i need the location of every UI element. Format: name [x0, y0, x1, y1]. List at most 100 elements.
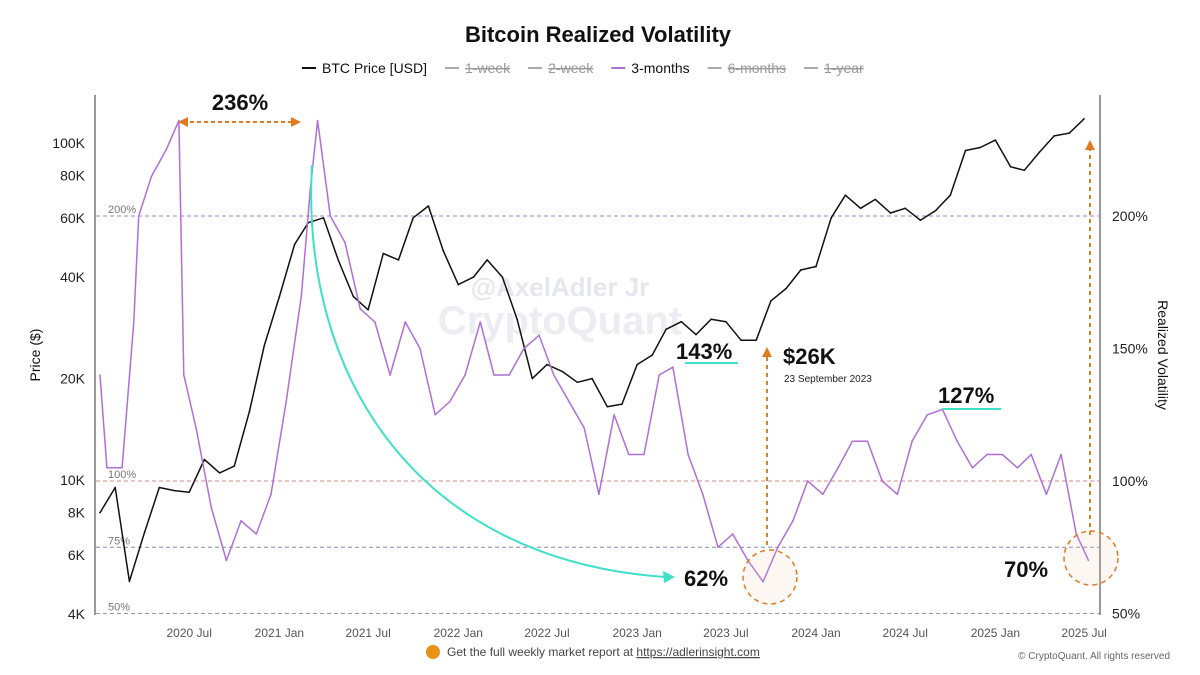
btc-price-point [531, 377, 534, 380]
volatility-3m-point [986, 453, 988, 456]
volatility-3m-point [137, 215, 140, 217]
btc-price-point [367, 308, 369, 311]
btc-price-point [889, 212, 892, 214]
btc-price-point [979, 146, 982, 149]
btc-price-point [815, 265, 817, 268]
btc-price-point [576, 381, 579, 384]
volatility-3m-point [449, 400, 451, 403]
btc-price-point [606, 405, 609, 408]
legend-label: 3-months [631, 60, 689, 76]
volatility-3m-point [195, 427, 197, 429]
volatility-3m-point [1060, 453, 1062, 456]
btc-price-point [740, 339, 742, 341]
watermark-handle: @AxelAdler Jr [471, 272, 650, 302]
volatility-3m-point [806, 480, 809, 482]
legend-item-1-year[interactable]: 1-year [804, 60, 864, 76]
volatility-3m-point [971, 466, 974, 469]
y-right-tick-label: 100% [1112, 473, 1148, 489]
volatility-3m-point [240, 519, 242, 522]
y-right-tick-label: 200% [1112, 208, 1148, 224]
reference-line-label: 50% [108, 602, 130, 614]
volatility-3m-point [183, 374, 185, 376]
btc-price-point [785, 287, 787, 290]
volatility-3m-point [434, 413, 437, 416]
btc-price-point [457, 283, 460, 286]
btc-price-point [486, 259, 488, 261]
btc-price-point [143, 531, 146, 534]
volatility-3m-point [464, 374, 466, 376]
legend-item-3-months[interactable]: 3-months [611, 60, 690, 76]
volatility-3m-point [255, 533, 258, 535]
btc-price-point [322, 216, 325, 219]
volatility-3m-point [178, 119, 180, 122]
btc-price-point [830, 216, 833, 219]
y-left-tick-label: 60K [60, 210, 86, 226]
volatility-3m-point [658, 374, 661, 376]
volatility-3m-point [583, 427, 586, 429]
btc-price-point [1068, 132, 1071, 134]
legend-item-1-week[interactable]: 1-week [445, 60, 511, 76]
legend-label: 1-week [465, 60, 511, 76]
low-2025-label: 70% [1004, 557, 1048, 582]
volatility-3m-point [866, 440, 869, 443]
volatility-3m-point [628, 453, 630, 456]
volatility-3m-point [687, 453, 689, 456]
btc-price-point [516, 318, 518, 321]
legend-item-btc-price-usd-[interactable]: BTC Price [USD] [302, 60, 427, 76]
reference-line-label: 100% [108, 469, 136, 481]
volatility-3m-point [538, 334, 540, 337]
volatility-3m-point [99, 374, 101, 376]
y-left-tick-label: 4K [68, 606, 86, 622]
volatility-3m-point [121, 466, 123, 469]
btc-price-point [1023, 169, 1026, 172]
promo-link[interactable]: https://adlerinsight.com [636, 645, 759, 659]
btc-price-point [501, 276, 504, 278]
chart-title: Bitcoin Realized Volatility [465, 22, 732, 47]
btc-price-point [904, 207, 907, 210]
volatility-3m-point [956, 440, 958, 443]
btc-price-point [621, 403, 623, 405]
footer-promo: Get the full weekly market report at htt… [447, 645, 760, 659]
volatility-3m-point [389, 374, 391, 376]
copyright: © CryptoQuant. All rights reserved [1018, 651, 1170, 662]
legend-item-2-week[interactable]: 2-week [528, 60, 594, 76]
x-tick-label: 2024 Jul [883, 626, 928, 640]
legend-label: 1-year [824, 60, 864, 76]
btc-price-point [1009, 165, 1012, 168]
volatility-3m-point [508, 374, 511, 376]
y-right-label: Realized Volatility [1155, 300, 1171, 410]
volatility-3m-point [851, 440, 854, 443]
volatility-3m-point [837, 466, 839, 469]
btc-price-point [472, 276, 475, 278]
volatility-3m-point [568, 400, 570, 403]
btc-price-point [636, 363, 638, 366]
btc-price-point [680, 320, 683, 323]
promo-text: Get the full weekly market report at [447, 645, 636, 659]
btc-price-point [919, 219, 922, 222]
legend: BTC Price [USD] 1-week 2-week 3-months 6-mon… [302, 60, 864, 76]
high-2024-label: 127% [938, 383, 994, 408]
volatility-3m-point [285, 400, 288, 403]
annotations [178, 117, 1119, 605]
btc-price-point [158, 486, 161, 489]
btc-price-line [99, 118, 1085, 583]
arrow-head-right-icon [291, 117, 301, 127]
volatility-3m-point [106, 466, 108, 469]
legend-label: BTC Price [USD] [322, 60, 427, 76]
volatility-3m-point [493, 374, 495, 376]
btc-price-point [442, 249, 444, 252]
btc-price-point [278, 295, 281, 298]
volatility-3m-point [344, 241, 346, 244]
btc-price-point [114, 486, 116, 489]
btc-price-point [546, 363, 548, 366]
y-left-tick-label: 100K [52, 135, 85, 151]
volatility-3m-point [762, 580, 764, 583]
x-tick-label: 2022 Jan [434, 626, 483, 640]
btc-price-point [1053, 135, 1056, 137]
btc-price-point [397, 259, 400, 261]
volatility-3m-point [359, 307, 362, 310]
coin-icon [426, 645, 440, 659]
legend-label: 6-months [728, 60, 786, 76]
legend-item-6-months[interactable]: 6-months [707, 60, 786, 76]
